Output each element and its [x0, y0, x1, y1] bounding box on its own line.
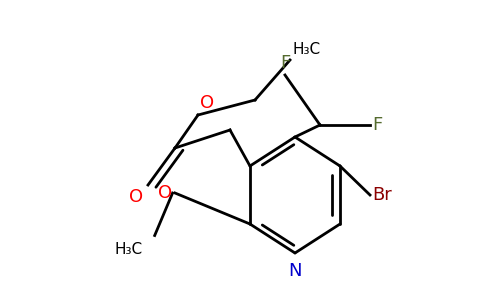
Text: N: N: [288, 262, 302, 280]
Text: Br: Br: [372, 186, 392, 204]
Text: H₃C: H₃C: [114, 242, 143, 256]
Text: H₃C: H₃C: [292, 42, 320, 57]
Text: O: O: [129, 188, 143, 206]
Text: O: O: [158, 184, 173, 202]
Text: O: O: [200, 94, 214, 112]
Text: F: F: [372, 116, 383, 134]
Text: F: F: [280, 54, 290, 72]
